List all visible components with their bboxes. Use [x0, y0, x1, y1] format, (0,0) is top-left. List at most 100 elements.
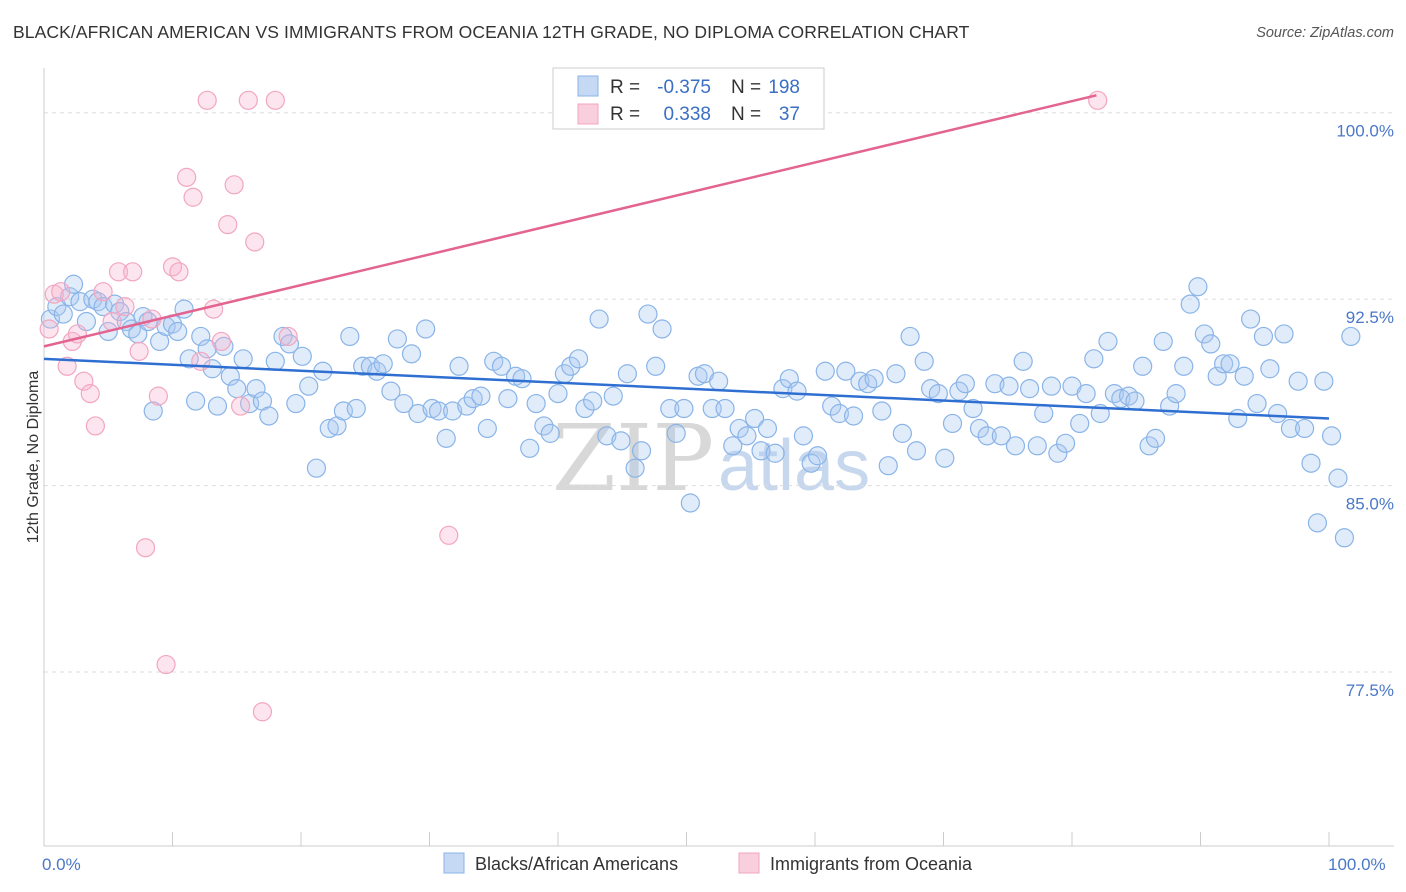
point-blacks-125: [872, 401, 892, 421]
point-blacks-91: [631, 441, 652, 461]
point-blacks-175: [1220, 354, 1240, 374]
point-blacks-120: [836, 361, 856, 381]
point-blacks-190: [1321, 426, 1342, 446]
point-blacks-46: [319, 418, 339, 439]
point-blacks-81: [561, 356, 581, 376]
point-blacks-131: [914, 351, 934, 371]
point-blacks-94: [652, 319, 672, 339]
point-blacks-164: [1145, 428, 1166, 448]
point-blacks-110: [765, 443, 785, 463]
y-tick-label-3: 77.5%: [1346, 681, 1394, 700]
point-blacks-121: [843, 406, 864, 426]
x-tick-label-min: 0.0%: [42, 855, 81, 874]
point-blacks-7: [83, 289, 103, 309]
point-oceania-30: [238, 90, 258, 110]
point-blacks-63: [436, 428, 456, 448]
point-blacks-118: [822, 396, 842, 416]
legend-n-value-2: 37: [779, 104, 800, 125]
point-blacks-69: [477, 418, 497, 439]
y-tick-label-2: 85.0%: [1346, 495, 1394, 514]
point-oceania-21: [177, 167, 197, 187]
y-tick-label-0: 100.0%: [1336, 122, 1394, 141]
point-blacks-153: [1070, 413, 1090, 434]
point-blacks-87: [603, 386, 623, 406]
point-blacks-138: [963, 398, 983, 419]
point-blacks-160: [1118, 386, 1139, 406]
point-oceania-15: [135, 538, 156, 558]
point-blacks-50: [346, 398, 366, 419]
point-blacks-140: [977, 426, 997, 446]
point-oceania-22: [183, 187, 203, 207]
point-oceania-31: [245, 232, 265, 252]
y-axis-label: 12th Grade, No Diploma: [25, 371, 42, 544]
point-blacks-72: [498, 388, 518, 409]
point-oceania-9: [93, 282, 113, 302]
point-oceania-20: [169, 262, 189, 282]
point-blacks-104: [723, 436, 743, 456]
point-blacks-2: [53, 304, 73, 324]
point-blacks-90: [625, 458, 645, 478]
point-oceania-8: [85, 416, 106, 436]
point-blacks-191: [1328, 468, 1348, 488]
point-oceania-32: [252, 702, 273, 722]
point-blacks-40: [279, 334, 300, 354]
series-blacks-points: [40, 274, 1361, 548]
bottom-legend-swatch-blue: [443, 852, 465, 874]
point-blacks-92: [638, 304, 658, 324]
point-blacks-44: [306, 458, 327, 478]
point-blacks-124: [864, 369, 884, 389]
point-blacks-186: [1294, 418, 1315, 439]
point-blacks-174: [1214, 354, 1234, 374]
point-blacks-183: [1274, 324, 1294, 344]
point-blacks-30: [214, 336, 234, 356]
legend-r-label-2: R =: [610, 104, 640, 125]
chart-title: BLACK/AFRICAN AMERICAN VS IMMIGRANTS FRO…: [13, 22, 970, 42]
point-oceania-28: [224, 175, 244, 195]
point-blacks-167: [1166, 384, 1186, 404]
point-blacks-178: [1241, 309, 1261, 329]
point-blacks-18: [143, 401, 163, 421]
point-blacks-143: [999, 376, 1019, 396]
point-blacks-148: [1034, 403, 1054, 424]
point-oceania-0: [39, 319, 59, 339]
point-blacks-142: [991, 426, 1011, 446]
point-blacks-41: [286, 393, 306, 414]
point-blacks-105: [729, 418, 749, 439]
point-blacks-55: [381, 381, 401, 401]
point-blacks-28: [202, 359, 222, 379]
point-blacks-129: [900, 326, 920, 347]
point-oceania-7: [80, 384, 100, 404]
gridlines: [44, 112, 1394, 673]
point-blacks-151: [1055, 433, 1076, 453]
point-blacks-57: [394, 393, 414, 414]
y-tick-labels: 100.0% 92.5% 85.0% 77.5%: [1336, 122, 1394, 700]
point-blacks-126: [878, 456, 898, 476]
point-blacks-83: [575, 398, 595, 419]
point-blacks-150: [1048, 443, 1068, 463]
point-blacks-168: [1174, 356, 1194, 376]
point-blacks-119: [829, 403, 850, 424]
point-oceania-27: [218, 214, 238, 235]
point-blacks-141: [985, 374, 1005, 394]
point-blacks-64: [443, 401, 463, 421]
point-blacks-78: [540, 423, 560, 443]
point-blacks-24: [179, 349, 199, 369]
top-legend: R = -0.375 N = 198 R = 0.338 N = 37: [552, 67, 825, 130]
point-blacks-39: [273, 326, 293, 347]
point-oceania-6: [74, 371, 94, 391]
point-blacks-177: [1234, 366, 1254, 386]
point-blacks-116: [807, 446, 828, 466]
point-blacks-32: [227, 379, 247, 399]
point-blacks-35: [246, 379, 266, 399]
point-blacks-146: [1019, 379, 1040, 399]
point-blacks-162: [1133, 356, 1153, 376]
point-blacks-155: [1084, 349, 1104, 369]
point-blacks-75: [520, 438, 540, 458]
point-blacks-163: [1139, 436, 1159, 456]
point-blacks-176: [1228, 408, 1248, 429]
legend-r-value-2: 0.338: [663, 104, 711, 125]
point-blacks-29: [207, 396, 228, 416]
point-oceania-18: [156, 654, 176, 675]
point-blacks-107: [745, 408, 765, 429]
trend-line-blacks: [43, 357, 1330, 420]
